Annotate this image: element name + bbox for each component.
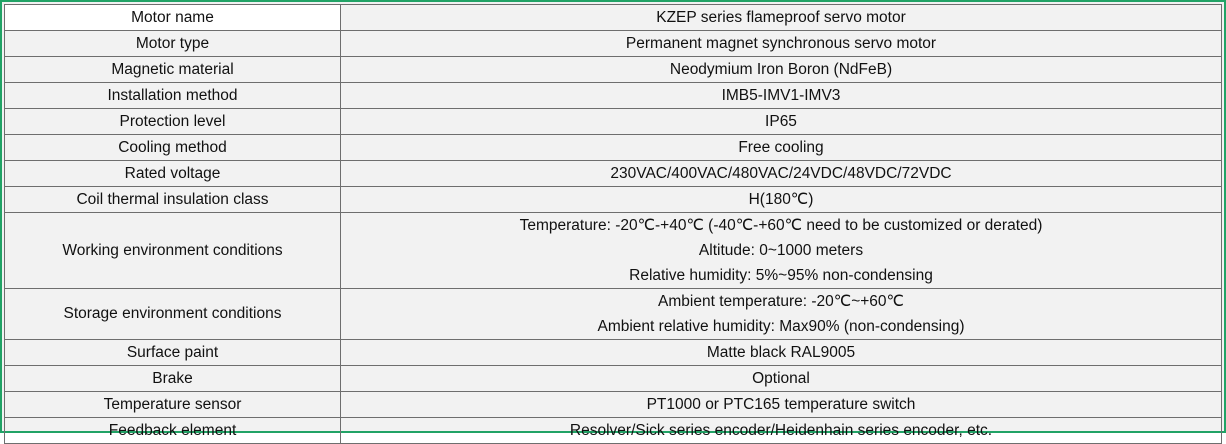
spec-value-line: 230VAC/400VAC/480VAC/24VDC/48VDC/72VDC [610, 165, 952, 182]
spec-label: Motor type [4, 30, 341, 57]
spec-value-line: Permanent magnet synchronous servo motor [625, 35, 937, 52]
spec-label: Rated voltage [4, 160, 341, 187]
spec-row: Brake Optional [4, 365, 1222, 392]
spec-value: KZEP series flameproof servo motor [340, 4, 1222, 31]
spec-value-line: Relative humidity: 5%~95% non-condensing [629, 267, 933, 284]
spec-label: Coil thermal insulation class [4, 186, 341, 213]
spec-value: Temperature: -20℃-+40℃ (-40℃-+60℃ need t… [340, 212, 1222, 289]
spec-label: Surface paint [4, 339, 341, 366]
spec-row: Feedback element Resolver/Sick series enc… [4, 417, 1222, 444]
spec-value-line: Ambient relative humidity: Max90% (non-c… [597, 318, 965, 335]
spec-row: Surface paint Matte black RAL9005 [4, 339, 1222, 366]
spec-value: IMB5-IMV1-IMV3 [340, 82, 1222, 109]
spec-value-line: Altitude: 0~1000 meters [698, 242, 864, 259]
spec-value: PT1000 or PTC165 temperature switch [340, 391, 1222, 418]
spec-label: Magnetic material [4, 56, 341, 83]
spec-label: Cooling method [4, 134, 341, 161]
spec-row: Rated voltage 230VAC/400VAC/480VAC/24VDC/… [4, 160, 1222, 187]
spec-label: Temperature sensor [4, 391, 341, 418]
spec-row: Motor name KZEP series flameproof servo m… [4, 4, 1222, 31]
spec-value: Ambient temperature: -20℃~+60℃ Ambient re… [340, 288, 1222, 340]
spec-value-line: Optional [752, 370, 810, 387]
spec-value: IP65 [340, 108, 1222, 135]
spec-value-line: PT1000 or PTC165 temperature switch [646, 396, 916, 413]
spec-value-line: KZEP series flameproof servo motor [656, 9, 906, 26]
spec-label: Protection level [4, 108, 341, 135]
spec-value-line: Resolver/Sick series encoder/Heidenhain … [569, 422, 993, 439]
spec-row: Working environment conditions Temperatur… [4, 212, 1222, 289]
spec-label: Storage environment conditions [4, 288, 341, 340]
spec-value: Permanent magnet synchronous servo motor [340, 30, 1222, 57]
spec-value: Free cooling [340, 134, 1222, 161]
spec-value-line: Matte black RAL9005 [706, 344, 856, 361]
spec-label: Working environment conditions [4, 212, 341, 289]
spec-row: Storage environment conditions Ambient te… [4, 288, 1222, 340]
spec-value-line: H(180℃) [748, 191, 814, 208]
spec-label: Installation method [4, 82, 341, 109]
spec-value-line: Free cooling [738, 139, 824, 156]
spec-label: Brake [4, 365, 341, 392]
spec-value-line: IP65 [765, 113, 797, 130]
spec-label: Motor name [4, 4, 341, 31]
spec-row: Magnetic material Neodymium Iron Boron (N… [4, 56, 1222, 83]
spec-row: Installation method IMB5-IMV1-IMV3 [4, 82, 1222, 109]
spec-value-line: IMB5-IMV1-IMV3 [721, 87, 841, 104]
spec-value: Resolver/Sick series encoder/Heidenhain … [340, 417, 1222, 444]
spec-value: 230VAC/400VAC/480VAC/24VDC/48VDC/72VDC [340, 160, 1222, 187]
spec-value: Matte black RAL9005 [340, 339, 1222, 366]
spec-value-line: Neodymium Iron Boron (NdFeB) [669, 61, 893, 78]
spec-row: Protection level IP65 [4, 108, 1222, 135]
spec-value: H(180℃) [340, 186, 1222, 213]
spec-value-line: Ambient temperature: -20℃~+60℃ [658, 293, 904, 310]
spec-value: Optional [340, 365, 1222, 392]
spec-value-line: Temperature: -20℃-+40℃ (-40℃-+60℃ need t… [519, 217, 1043, 234]
spec-row: Motor type Permanent magnet synchronous s… [4, 30, 1222, 57]
spec-table: Motor name KZEP series flameproof servo m… [4, 4, 1222, 444]
spec-row: Temperature sensor PT1000 or PTC165 tempe… [4, 391, 1222, 418]
spec-row: Coil thermal insulation class H(180℃) [4, 186, 1222, 213]
spec-label: Feedback element [4, 417, 341, 444]
spec-value: Neodymium Iron Boron (NdFeB) [340, 56, 1222, 83]
spec-row: Cooling method Free cooling [4, 134, 1222, 161]
